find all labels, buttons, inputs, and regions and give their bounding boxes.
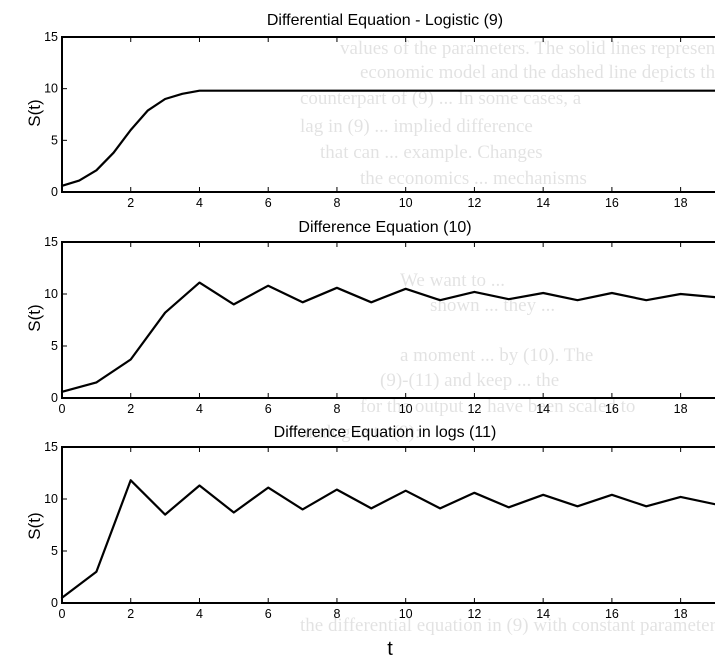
background-text-line: the differential equation in (9) with co… <box>300 615 715 636</box>
background-text-line: counterpart of (9) ... In some cases, a <box>300 88 582 109</box>
x-tick-label: 8 <box>333 607 340 621</box>
y-tick-label: 0 <box>51 391 58 405</box>
y-tick-label: 0 <box>51 596 58 610</box>
series-line <box>60 479 715 599</box>
x-tick-label: 16 <box>605 607 619 621</box>
y-tick-label: 15 <box>44 235 58 249</box>
axes-frame <box>61 241 715 399</box>
panel-title: Difference Equation (10) <box>298 219 471 236</box>
background-text-line: a moment ... by (10). The <box>400 345 594 366</box>
x-tick-label: 14 <box>536 196 550 210</box>
series-line <box>60 89 715 187</box>
x-tick-label: 10 <box>399 607 413 621</box>
background-text-line: analogue to (9): <box>300 422 421 443</box>
y-tick-label: 10 <box>44 82 58 96</box>
panel-difference-logs: Difference Equation in logs (11) S(t) 0 2… <box>25 424 715 621</box>
x-tick-label: 12 <box>467 196 481 210</box>
x-tick-label: 14 <box>536 607 550 621</box>
background-text-line: shown ... they ... <box>430 295 556 316</box>
background-text-line: that can ... example. Changes <box>320 142 543 163</box>
background-text-line: the economics ... mechanisms <box>360 168 587 189</box>
panel-title: Differential Equation - Logistic (9) <box>267 12 503 29</box>
background-text-line: (9)-(11) and keep ... the <box>380 370 560 391</box>
panel-difference: Difference Equation (10) S(t) 0 2 4 6 8 10 12 1… <box>25 219 715 416</box>
x-tick-label: 0 <box>59 402 66 416</box>
y-tick-label: 15 <box>44 440 58 454</box>
x-tick-label: 4 <box>196 607 203 621</box>
x-tick-label: 2 <box>127 196 134 210</box>
x-tick-label: 12 <box>467 402 481 416</box>
x-tick-label: 6 <box>265 607 272 621</box>
panel-title: Difference Equation in logs (11) <box>274 424 497 441</box>
x-tick-label: 10 <box>399 402 413 416</box>
x-tick-label: 18 <box>674 607 688 621</box>
background-text-line: lag in (9) ... implied difference <box>300 116 533 137</box>
x-tick-label: 14 <box>536 402 550 416</box>
x-tick-label: 18 <box>674 402 688 416</box>
background-text-line: values of the parameters. The solid line… <box>340 38 715 59</box>
y-tick-label: 5 <box>51 544 58 558</box>
x-tick-label: 6 <box>265 196 272 210</box>
x-tick-label: 12 <box>467 607 481 621</box>
x-tick-label: 18 <box>674 196 688 210</box>
axes-frame <box>61 36 715 193</box>
x-tick-label: 6 <box>265 402 272 416</box>
x-tick-label: 10 <box>399 196 413 210</box>
series-line <box>60 281 715 393</box>
y-axis-label: S(t) <box>25 304 44 331</box>
y-tick-label: 15 <box>44 30 58 44</box>
x-tick-label: 4 <box>196 402 203 416</box>
background-text-line: economic model and the dashed line depic… <box>360 62 715 83</box>
x-tick-label: 4 <box>196 196 203 210</box>
x-tick-label: 2 <box>127 402 134 416</box>
panel-logistic: Differential Equation - Logistic (9) S(t… <box>25 12 715 210</box>
background-text-line: We want to ... <box>400 270 506 291</box>
x-tick-label: 2 <box>127 607 134 621</box>
y-tick-label: 0 <box>51 185 58 199</box>
y-tick-label: 5 <box>51 339 58 353</box>
y-axis-label: S(t) <box>25 512 44 539</box>
axes-frame <box>61 446 715 604</box>
x-tick-label: 16 <box>605 402 619 416</box>
y-tick-label: 5 <box>51 133 58 147</box>
y-tick-label: 10 <box>44 287 58 301</box>
background-text-line: for the output ... have been scaled to <box>360 396 636 417</box>
x-axis-label: t <box>387 638 393 658</box>
x-tick-label: 8 <box>333 402 340 416</box>
x-tick-label: 8 <box>333 196 340 210</box>
x-tick-label: 0 <box>59 607 66 621</box>
y-tick-label: 10 <box>44 492 58 506</box>
y-axis-label: S(t) <box>25 99 44 126</box>
x-tick-label: 16 <box>605 196 619 210</box>
